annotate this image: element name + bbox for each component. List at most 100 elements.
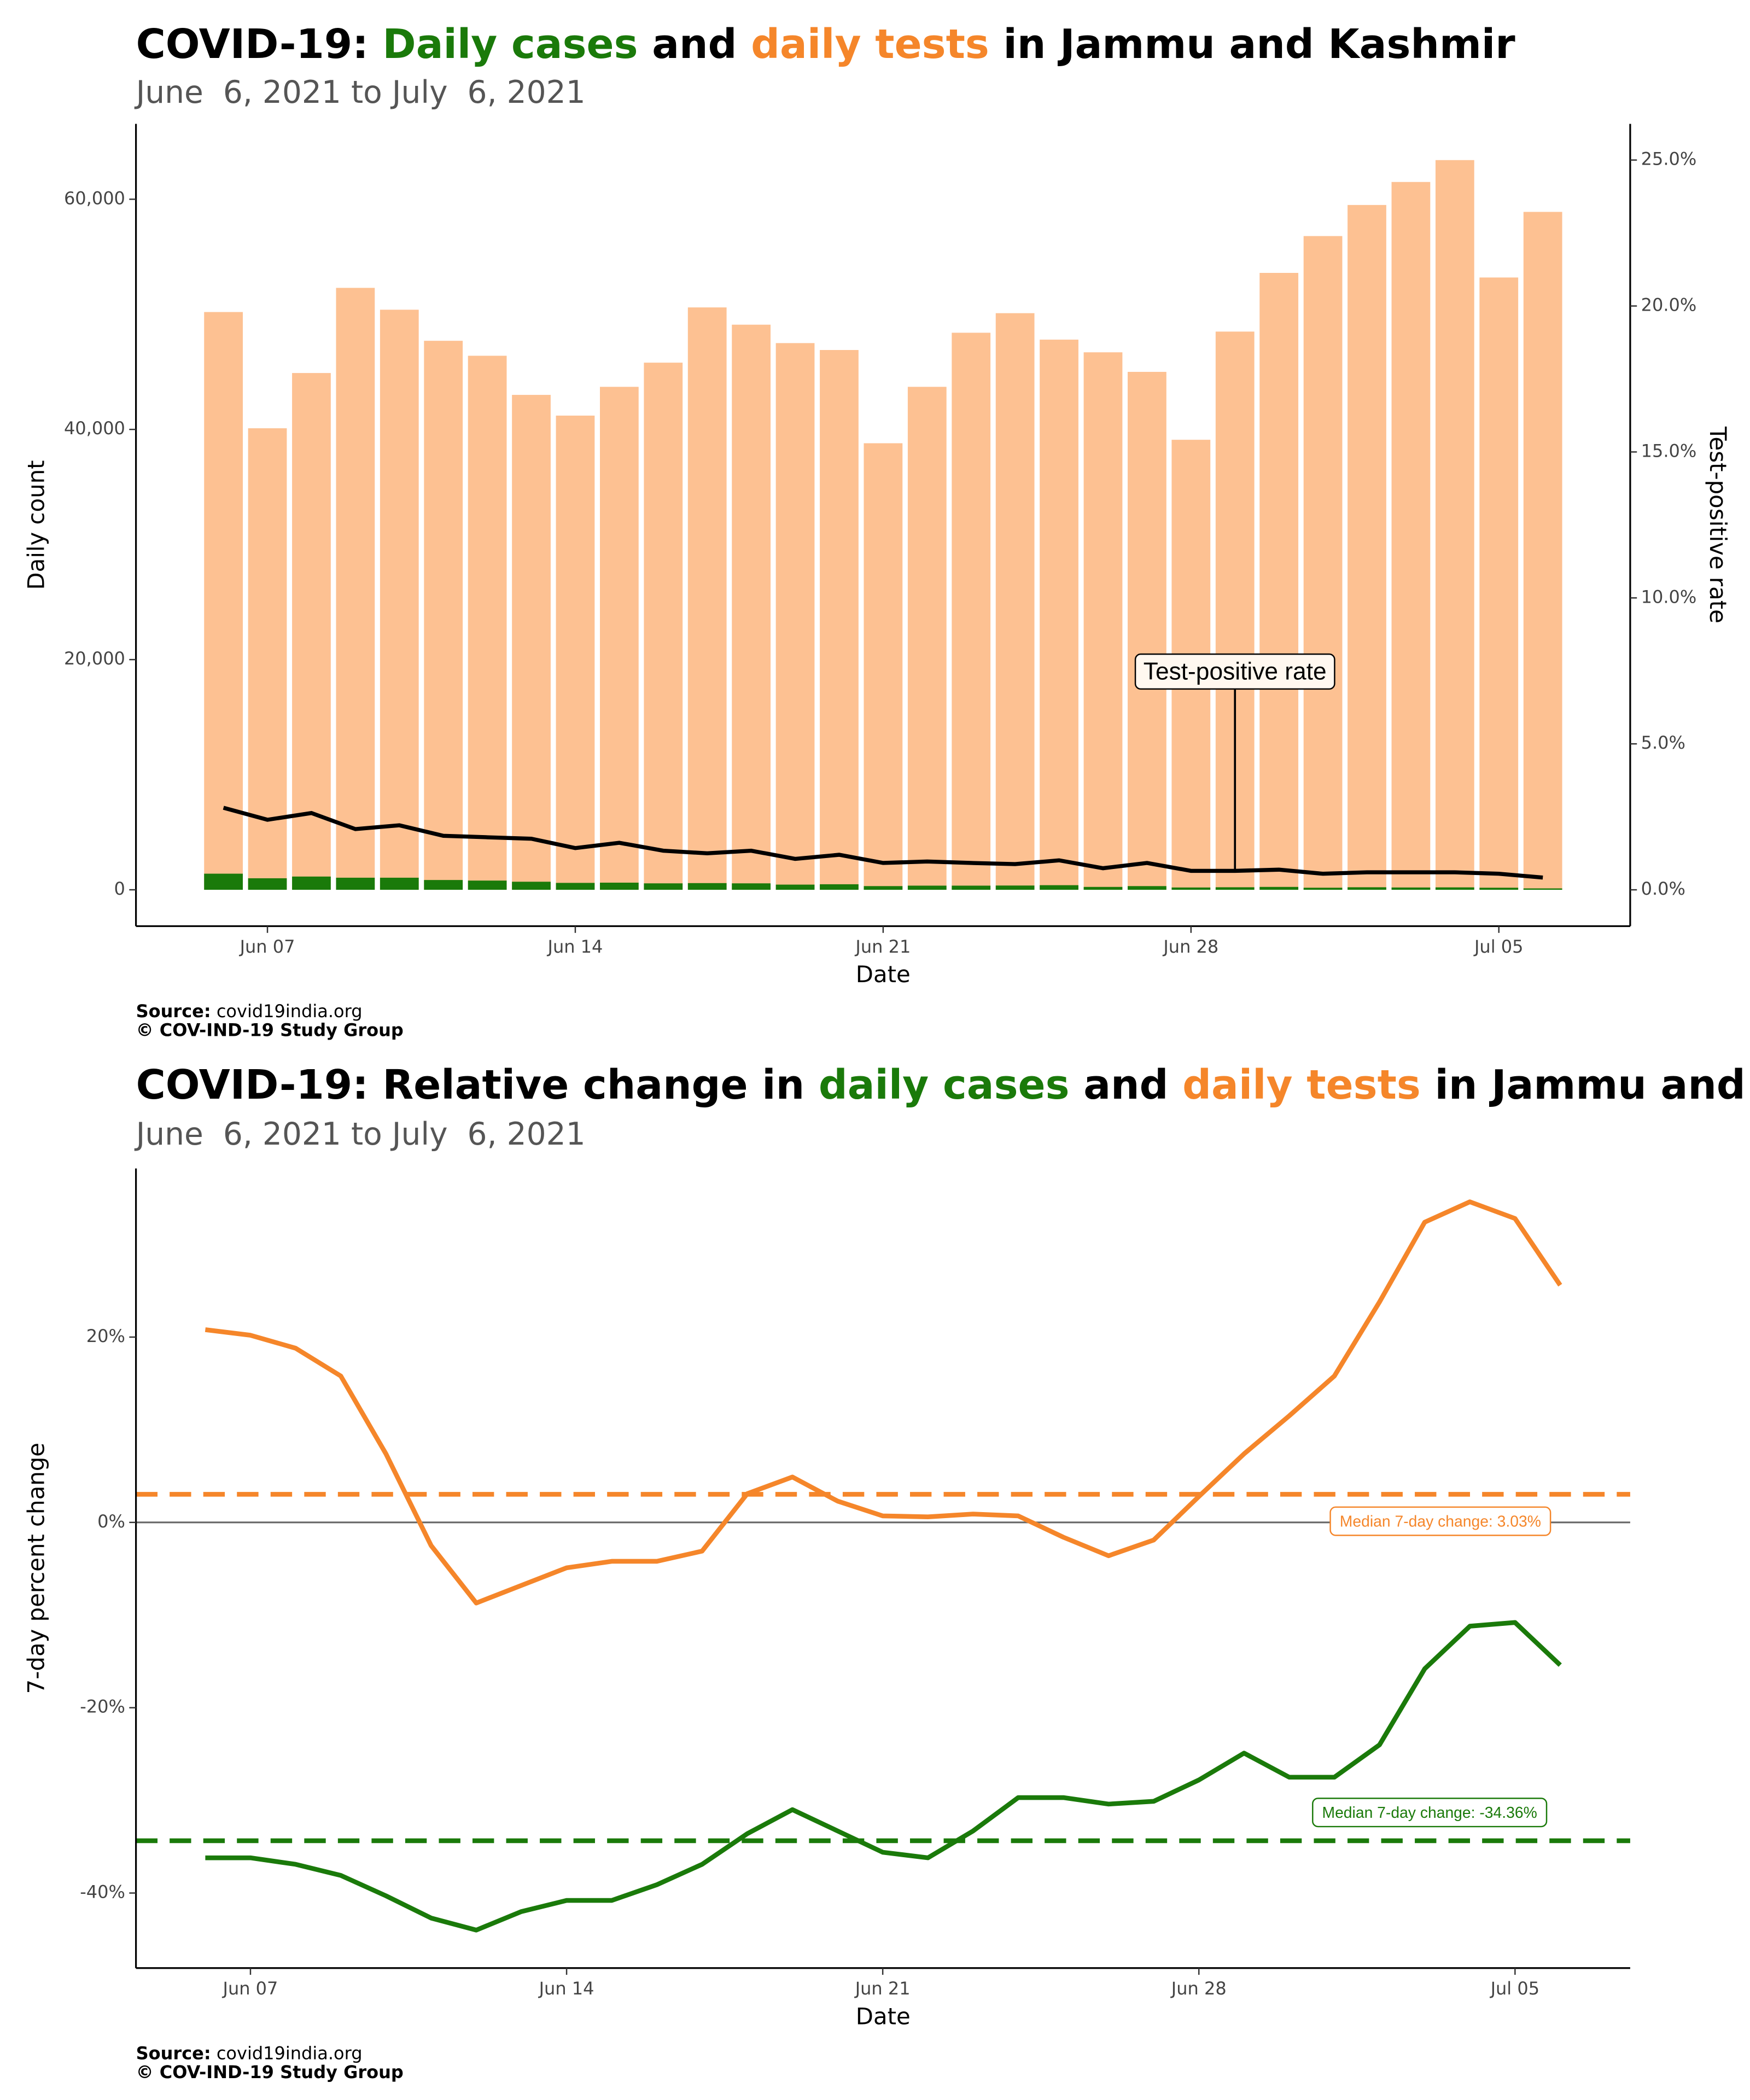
bar [336,288,375,890]
bar [336,877,375,890]
median-label: Median 7-day change: 3.03% [1340,1513,1541,1530]
y2-tick-label: 25.0% [1641,149,1697,170]
bar [864,443,903,890]
x-tick-label: Jun 14 [547,936,603,957]
bar [1083,352,1123,890]
bar [1523,888,1562,890]
bar [292,373,331,890]
y2-tick-label: 10.0% [1641,586,1697,607]
y-tick-label: -40% [80,1882,125,1903]
bar [380,877,419,890]
bar [687,883,727,890]
bar [512,395,551,890]
bar [556,415,595,890]
bar [204,312,243,890]
x-tick-label: Jun 14 [538,1978,594,1999]
bar [1479,277,1519,890]
y2-tick-label: 20.0% [1641,295,1697,316]
median-label-box [1312,1798,1548,1828]
title-part: in Jammu and Kashmir [989,21,1515,68]
bar [864,886,903,890]
title-part: daily cases [819,1061,1070,1109]
median-label: Median 7-day change: -34.36% [1322,1804,1537,1821]
bar [468,880,507,890]
bar [732,883,771,890]
title-part: in Jammu and Kashmir [1421,1061,1750,1109]
bar [380,310,419,890]
x-axis-title: Date [856,2003,911,2029]
y-tick-label: -20% [80,1696,125,1717]
y-tick-label: 20% [86,1326,125,1346]
bar [1171,887,1211,890]
title-part: daily tests [1182,1061,1421,1109]
bar [732,324,771,890]
bar [1435,887,1474,890]
y2-tick-label: 15.0% [1641,440,1697,461]
x-tick-label: Jun 28 [1170,1978,1227,1999]
title-part: daily tests [751,21,989,68]
bar [599,882,639,890]
x-tick-label: Jul 05 [1473,936,1524,957]
y-tick-label: 0 [114,878,125,899]
title-part: COVID-19: [136,21,383,68]
y-tick-label: 0% [97,1511,125,1532]
title-part: Daily cases [382,21,638,68]
y-tick-label: 40,000 [64,418,125,439]
x-tick-label: Jun 21 [854,936,911,957]
chart-subtitle: June 6, 2021 to July 6, 2021 [135,74,586,110]
bar [1523,212,1562,890]
chart-title: COVID-19: Daily cases and daily tests in… [136,21,1516,68]
y-tick-label: 60,000 [64,188,125,208]
chart-subtitle: June 6, 2021 to July 6, 2021 [135,1116,586,1152]
bar [907,387,947,890]
source-name: covid19india.org [217,1001,363,1022]
bar [204,873,243,890]
bar [952,332,991,890]
bar [556,883,595,890]
bar [1303,236,1343,890]
y2-axis-title: Test-positive rate [1705,426,1731,623]
bar [775,343,815,890]
bar [1435,160,1474,890]
bar [512,882,551,890]
y2-tick-label: 5.0% [1641,732,1685,753]
x-tick-label: Jun 07 [222,1978,278,1999]
bar [248,878,287,890]
bar [644,363,683,890]
source-label: Source: [136,1001,211,1022]
chart-title: COVID-19: Relative change in daily cases… [136,1061,1750,1109]
bar [1128,886,1166,890]
bar [1083,886,1123,890]
bar [1391,182,1431,890]
bar [1391,887,1431,890]
bar [820,884,859,890]
bar [424,341,463,890]
median-label-box [1329,1506,1551,1536]
bar [687,307,727,890]
x-tick-label: Jul 05 [1490,1978,1540,1999]
bar [907,885,947,890]
bar [952,885,991,890]
bar [995,885,1035,890]
y2-tick-label: 0.0% [1641,878,1685,899]
source: Source: covid19india.org [136,1001,363,1022]
source: Source: covid19india.org [136,2043,363,2063]
y-axis-title: Daily count [22,460,49,590]
bar [1479,888,1519,890]
x-axis-title: Date [856,961,911,988]
bar [1040,340,1078,890]
bar [1348,205,1386,890]
bar [599,387,639,890]
bar [995,313,1035,890]
bar [1348,887,1386,890]
x-tick-label: Jun 28 [1162,936,1218,957]
y-axis-title: 7-day percent change [22,1443,49,1694]
bar [248,428,287,890]
credit: © COV-IND-19 Study Group [136,1020,404,1041]
bar [775,884,815,890]
source-label: Source: [136,2043,211,2063]
title-part: COVID-19: Relative change in [136,1061,819,1109]
title-part: and [1070,1061,1183,1109]
bar [1215,887,1255,890]
